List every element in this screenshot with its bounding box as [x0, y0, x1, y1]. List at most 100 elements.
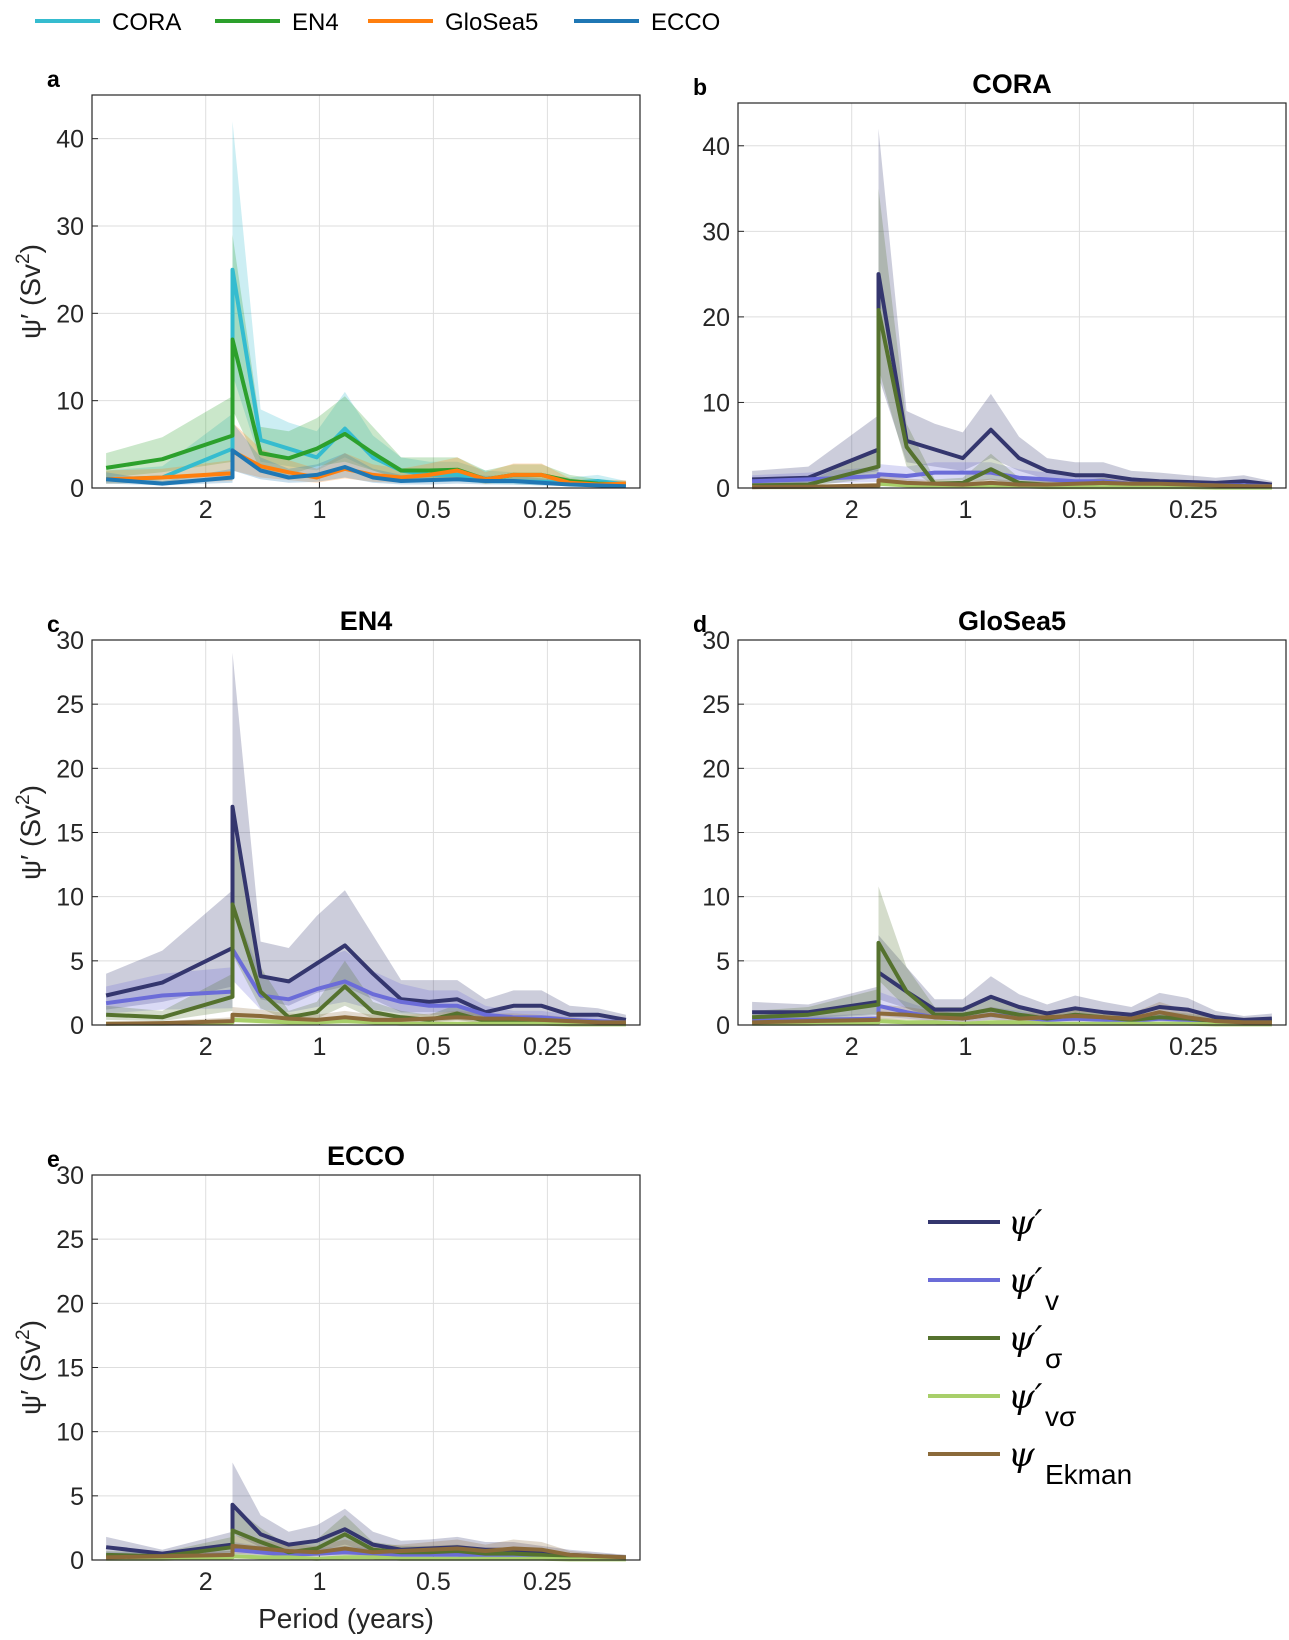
band-psi [752, 128, 1272, 487]
band-psi [106, 1462, 626, 1559]
y-tick-label: 5 [70, 1483, 84, 1511]
panel-label: c [47, 611, 60, 637]
x-tick-label: 2 [845, 1033, 859, 1061]
y-tick-label: 25 [56, 691, 84, 719]
legend-symbol-psi_ekman: ψ [1008, 1435, 1035, 1475]
y-tick-label: 10 [702, 389, 730, 417]
panel-title: GloSea5 [958, 606, 1066, 636]
plot-area [92, 95, 640, 488]
y-tick-label: 40 [702, 133, 730, 161]
y-tick-label: 0 [716, 475, 730, 503]
y-axis-label-text: ψ′ (Sv [15, 805, 46, 880]
plot-area [738, 103, 1286, 488]
dataset-legend: CORA EN4 GloSea5 ECCO [35, 9, 720, 36]
band-psi_sigma [752, 188, 1272, 488]
y-tick-label: 30 [702, 627, 730, 655]
y-axis-label-sup: 2 [13, 1329, 34, 1340]
y-tick-label: 5 [70, 948, 84, 976]
series-line-psi_ekman [106, 1543, 626, 1560]
legend-symbol-psi_v: ψ′ [1008, 1261, 1043, 1301]
series-line-psi_ekman [106, 1012, 626, 1026]
y-tick-label: 15 [56, 820, 84, 848]
component-legend: ψ′ψ′ vψ′ σψ′ vσψ Ekman [928, 1203, 1132, 1490]
y-tick-label: 25 [702, 691, 730, 719]
y-tick-label: 10 [56, 884, 84, 912]
y-tick-label: 25 [56, 1226, 84, 1254]
x-tick-label: 0.5 [416, 1033, 451, 1061]
band-GloSea5 [106, 422, 626, 487]
panel-title: ECCO [327, 1141, 405, 1171]
x-tick-label: 1 [312, 496, 326, 524]
panel-label: b [693, 74, 707, 100]
legend-subscript-psi_sigma: σ [1045, 1343, 1062, 1374]
x-tick-label: 0.25 [1169, 496, 1218, 524]
axes-frame [737, 639, 1287, 1026]
x-tick-label: 1 [312, 1033, 326, 1061]
x-tick-label: 0.5 [1062, 1033, 1097, 1061]
x-tick-label: 1 [958, 496, 972, 524]
x-tick-label: 1 [312, 1568, 326, 1596]
legend-label-glosea5: GloSea5 [445, 9, 538, 36]
y-tick-label: 0 [70, 1547, 84, 1575]
y-axis-label: ψ′ (Sv2) [13, 1320, 46, 1415]
legend-subscript-psi_ekman: Ekman [1045, 1459, 1132, 1490]
y-axis-label-text: ψ′ (Sv [15, 1340, 46, 1415]
band-ECCO [106, 422, 626, 488]
x-tick-label: 2 [845, 496, 859, 524]
series-line-psi [105, 804, 627, 1022]
y-tick-label: 20 [56, 1290, 84, 1318]
series-line-ECCO [105, 448, 626, 489]
series-line-psi_ekman [752, 478, 1272, 490]
band-psi_sigma [106, 1506, 626, 1560]
y-tick-label: 10 [56, 388, 84, 416]
y-tick-label: 10 [702, 884, 730, 912]
y-axis-label-close: ) [15, 785, 46, 794]
y-tick-label: 5 [716, 948, 730, 976]
y-tick-label: 20 [702, 755, 730, 783]
x-tick-label: 0.25 [523, 1568, 572, 1596]
y-tick-label: 30 [56, 213, 84, 241]
series-lines [105, 1502, 626, 1562]
legend-label-cora: CORA [112, 9, 181, 36]
legend-label-ecco: ECCO [651, 9, 720, 36]
series-lines [105, 267, 627, 489]
y-tick-label: 20 [702, 304, 730, 332]
panel-label: e [47, 1146, 60, 1172]
axes-frame [737, 102, 1287, 489]
panel-label: a [47, 66, 60, 92]
y-tick-label: 0 [70, 475, 84, 503]
panel-title: CORA [972, 69, 1052, 99]
panel-b: 0 10 20 30 40 2 1 0.5 0.25 b CORA [693, 69, 1287, 524]
y-tick-label: 15 [56, 1355, 84, 1383]
y-tick-label: 30 [56, 1162, 84, 1190]
x-tick-label: 0.5 [416, 1568, 451, 1596]
x-tick-label: 0.25 [1169, 1033, 1218, 1061]
series-lines [752, 940, 1272, 1027]
x-axis-label: Period (years) [258, 1603, 434, 1634]
x-tick-label: 2 [199, 496, 213, 524]
y-axis-label-close: ) [15, 1320, 46, 1329]
legend-symbol-psi_vsigma: ψ′ [1008, 1377, 1043, 1417]
series-line-psi_ekman [752, 1010, 1272, 1025]
y-axis-label: ψ′ (Sv2) [13, 785, 46, 880]
y-tick-label: 20 [56, 755, 84, 783]
y-tick-label: 20 [56, 300, 84, 328]
y-axis-label-sup: 2 [13, 253, 34, 264]
y-axis-label-close: ) [15, 244, 46, 253]
panel-label: d [693, 611, 707, 637]
series-line-psi [752, 272, 1273, 487]
legend-subscript-psi_vsigma: vσ [1045, 1401, 1076, 1432]
x-tick-label: 0.5 [416, 496, 451, 524]
legend-symbol-psi_sigma: ψ′ [1008, 1319, 1043, 1359]
band-psi [106, 652, 626, 1023]
band-CORA [106, 121, 626, 487]
y-tick-label: 15 [702, 820, 730, 848]
band-psi_v [106, 903, 626, 1024]
y-axis-label-sup: 2 [13, 794, 34, 805]
band-psi_v [752, 991, 1272, 1024]
y-axis-label-text: ψ′ (Sv [15, 264, 46, 339]
axes-frame [91, 94, 641, 489]
